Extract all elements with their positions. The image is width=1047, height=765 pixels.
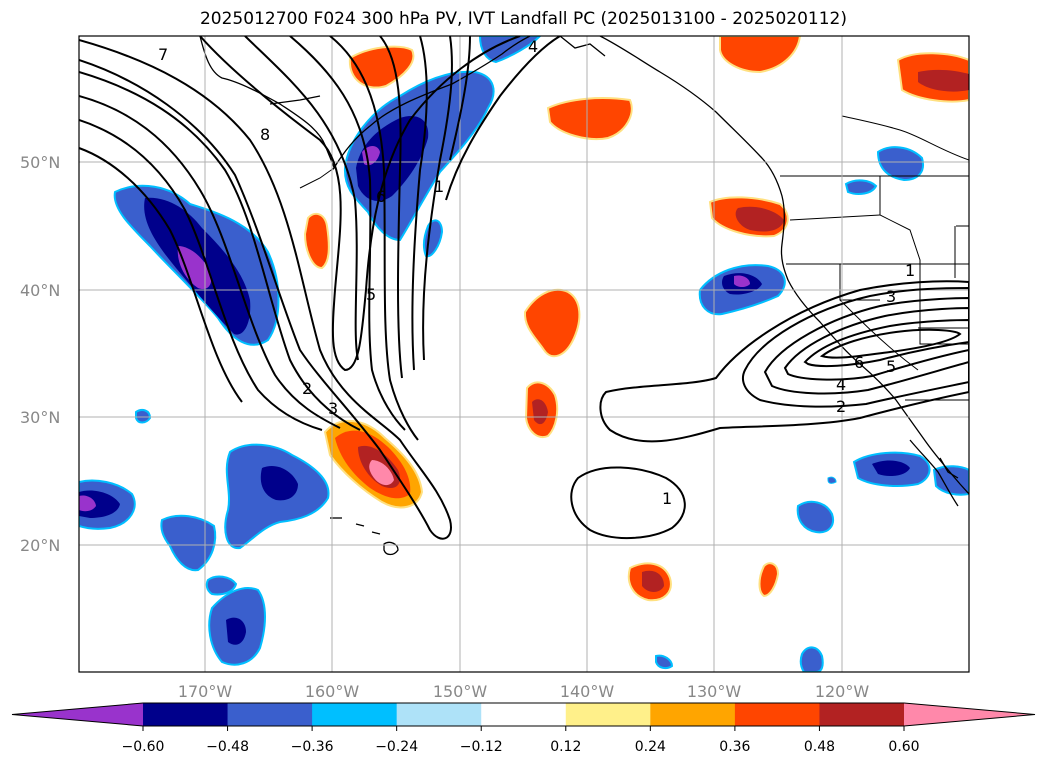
colorbar-tick-label: −0.60	[122, 739, 165, 755]
colorbar-segment	[143, 703, 229, 726]
lon-label: 150°W	[433, 682, 488, 701]
lat-label: 40°N	[20, 281, 60, 300]
colorbar-segment	[312, 703, 398, 726]
colorbar-segment	[227, 703, 313, 726]
gridlines	[79, 36, 969, 672]
contour-label: 1	[662, 489, 672, 508]
latitude-labels: 50°N 40°N 30°N 20°N	[20, 153, 60, 555]
contour-label: 5	[886, 357, 896, 376]
contour-label: 4	[836, 375, 846, 394]
map-title: 2025012700 F024 300 hPa PV, IVT Landfall…	[199, 9, 847, 29]
colorbar-tick-label: 0.60	[888, 739, 919, 755]
colorbar-extend-min	[12, 703, 143, 726]
colorbar	[11, 702, 1036, 727]
contour-label: 8	[260, 125, 270, 144]
colorbar-ticks: −0.60 −0.48 −0.36 −0.24 −0.12 0.12 0.24 0.36 0.4…	[122, 726, 920, 755]
contour-label: 4	[528, 37, 538, 56]
lon-label: 130°W	[687, 682, 742, 701]
map-frame	[78, 35, 970, 673]
lat-label: 20°N	[20, 536, 60, 555]
colorbar-tick-label: −0.48	[206, 739, 249, 755]
colorbar-segment	[396, 703, 482, 726]
pv-shading	[79, 36, 969, 672]
colorbar-tick-label: 0.24	[635, 739, 666, 755]
contour-label: 1	[434, 177, 444, 196]
lon-label: 170°W	[178, 682, 233, 701]
lat-label: 50°N	[20, 153, 60, 172]
colorbar-segment	[565, 703, 651, 726]
lon-label: 120°W	[815, 682, 870, 701]
contour-label: 7	[158, 45, 168, 64]
colorbar-segment	[650, 703, 736, 726]
longitude-labels: 170°W 160°W 150°W 140°W 130°W 120°W	[178, 682, 870, 701]
colorbar-extend-max	[904, 703, 1035, 726]
colorbar-tick-label: −0.36	[291, 739, 334, 755]
contour-labels: 7 8 6 1 5 2 3 1 3 6 5 4 2 1 4	[158, 37, 915, 508]
colorbar-segment	[819, 703, 905, 726]
map-background	[79, 36, 969, 672]
lat-label: 30°N	[20, 408, 60, 427]
colorbar-segment	[734, 703, 820, 726]
colorbar-tick-label: 0.48	[804, 739, 835, 755]
colorbar-tick-label: 0.12	[550, 739, 581, 755]
contour-label: 6	[854, 353, 864, 372]
contour-label: 2	[302, 379, 312, 398]
contour-label: 5	[366, 285, 376, 304]
contour-label: 1	[905, 261, 915, 280]
colorbar-tick-label: −0.12	[460, 739, 503, 755]
colorbar-segment	[481, 703, 567, 726]
contour-label: 2	[836, 397, 846, 416]
lon-label: 160°W	[305, 682, 360, 701]
contour-label: 3	[328, 399, 338, 418]
contour-label: 6	[376, 187, 386, 206]
ivt-contours	[79, 36, 969, 540]
colorbar-tick-label: 0.36	[719, 739, 750, 755]
lon-label: 140°W	[560, 682, 615, 701]
contour-label: 3	[886, 287, 896, 306]
colorbar-tick-label: −0.24	[375, 739, 418, 755]
coastlines	[199, 36, 969, 556]
